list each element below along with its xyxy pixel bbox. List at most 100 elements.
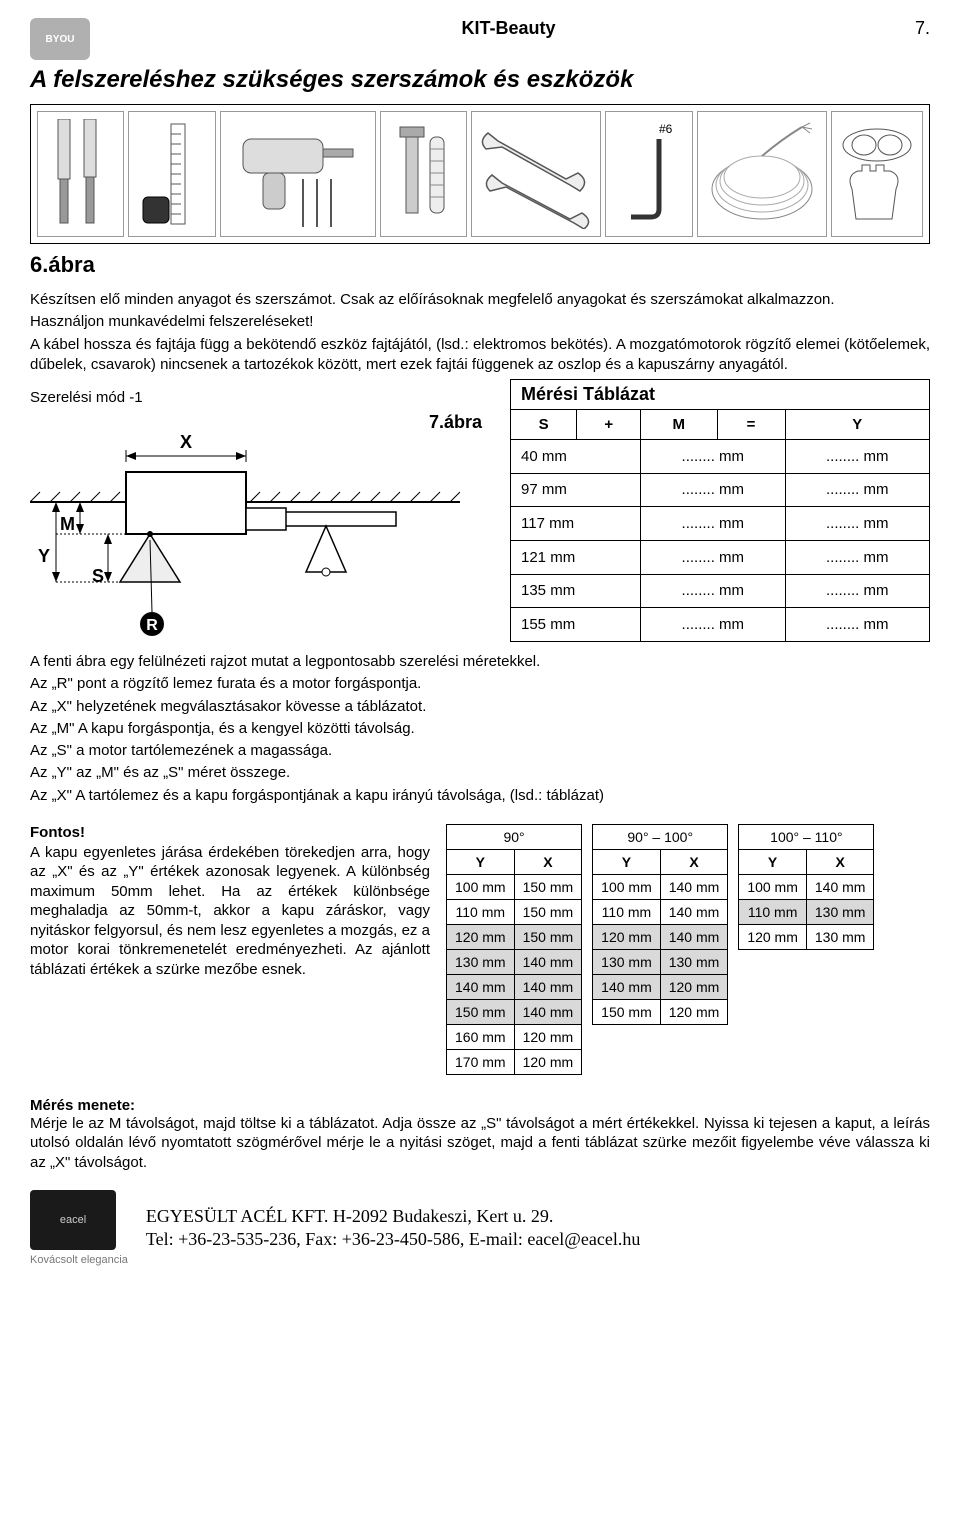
table-row: 100 mm150 mm (447, 874, 582, 899)
angle-table-title: 90° (446, 824, 582, 849)
table-row: 135 mm........ mm........ mm (511, 574, 930, 608)
table-row: 40 mm........ mm........ mm (511, 440, 930, 474)
important-text: A kapu egyenletes járása érdekében törek… (30, 843, 430, 980)
col-x: X (660, 849, 728, 874)
cell-x: 140 mm (660, 899, 728, 924)
expl-l3: Az „X" helyzetének megválasztásakor köve… (30, 697, 930, 717)
intro-line1: Készítsen elő minden anyagot és szerszám… (30, 290, 930, 310)
cell-m: ........ mm (641, 540, 785, 574)
cell-y: 110 mm (593, 899, 661, 924)
cell-x: 150 mm (514, 874, 582, 899)
table-row: 150 mm140 mm (447, 999, 582, 1024)
cell-y: 130 mm (447, 949, 515, 974)
tool-allenkey-icon: #6 (605, 111, 692, 237)
angle-table: YX100 mm140 mm110 mm140 mm120 mm140 mm13… (592, 849, 728, 1025)
table-row: 150 mm120 mm (593, 999, 728, 1024)
expl-l4: Az „M" A kapu forgáspontja, és a kengyel… (30, 719, 930, 739)
measure-proc-text: Mérje le az M távolságot, majd töltse ki… (30, 1114, 930, 1173)
cell-m: ........ mm (641, 440, 785, 474)
cell-y: 160 mm (447, 1024, 515, 1049)
angle-table-block: 100° – 110°YX100 mm140 mm110 mm130 mm120… (738, 824, 874, 1075)
cell-y: ........ mm (785, 473, 929, 507)
tool-goggles-gloves-icon (831, 111, 923, 237)
cell-x: 120 mm (514, 1049, 582, 1074)
cell-x: 140 mm (660, 924, 728, 949)
col-x: X (806, 849, 874, 874)
doc-title: KIT-Beauty (461, 18, 555, 39)
svg-text:X: X (180, 432, 192, 452)
brand-text: BYOU (46, 34, 75, 45)
cell-y: ........ mm (785, 440, 929, 474)
table-row: 100 mm140 mm (739, 874, 874, 899)
cell-x: 120 mm (660, 999, 728, 1024)
mount-mode-heading: Szerelési mód -1 (30, 389, 492, 406)
cell-y: 130 mm (593, 949, 661, 974)
svg-text:S: S (92, 566, 104, 586)
cell-y: 170 mm (447, 1049, 515, 1074)
cell-y: 150 mm (447, 999, 515, 1024)
tools-figure: #6 (30, 104, 930, 244)
meas-col-plus: + (577, 410, 641, 440)
col-y: Y (447, 849, 515, 874)
cell-x: 120 mm (660, 974, 728, 999)
cell-x: 130 mm (806, 924, 874, 949)
col-y: Y (593, 849, 661, 874)
angle-table: YX100 mm140 mm110 mm130 mm120 mm130 mm (738, 849, 874, 950)
figure6-label: 6.ábra (30, 252, 930, 278)
cell-x: 150 mm (514, 924, 582, 949)
cell-y: 110 mm (447, 899, 515, 924)
footer-tagline: Kovácsolt elegancia (30, 1254, 128, 1266)
table-row: 170 mm120 mm (447, 1049, 582, 1074)
cell-y: 100 mm (739, 874, 807, 899)
tool-drill-icon (220, 111, 376, 237)
cell-y: 120 mm (739, 924, 807, 949)
cell-x: 130 mm (660, 949, 728, 974)
meas-col-m: M (641, 410, 717, 440)
table-row: 120 mm130 mm (739, 924, 874, 949)
table-row: 121 mm........ mm........ mm (511, 540, 930, 574)
footer-logo: eacel (30, 1190, 116, 1250)
footer-addr2: Tel: +36-23-535-236, Fax: +36-23-450-586… (146, 1228, 640, 1251)
mount-diagram: R X M Y S (30, 412, 460, 642)
cell-x: 140 mm (514, 999, 582, 1024)
cell-y: ........ mm (785, 507, 929, 541)
intro-line2: Használjon munkavédelmi felszereléseket! (30, 312, 930, 332)
cell-x: 140 mm (514, 974, 582, 999)
tool-tape-ruler-icon (128, 111, 215, 237)
tool-allen-label: #6 (659, 122, 673, 136)
expl-l1: A fenti ábra egy felülnézeti rajzot muta… (30, 652, 930, 672)
cell-m: ........ mm (641, 507, 785, 541)
cell-y: 140 mm (447, 974, 515, 999)
meas-col-eq: = (717, 410, 785, 440)
diagram-explain: A fenti ábra egy felülnézeti rajzot muta… (30, 652, 930, 806)
table-row: 117 mm........ mm........ mm (511, 507, 930, 541)
table-row: 140 mm120 mm (593, 974, 728, 999)
cell-x: 140 mm (514, 949, 582, 974)
expl-l2: Az „R" pont a rögzítő lemez furata és a … (30, 674, 930, 694)
cell-y: 120 mm (447, 924, 515, 949)
brand-logo: BYOU (30, 18, 90, 60)
cell-y: 120 mm (593, 924, 661, 949)
meas-col-s: S (511, 410, 577, 440)
tool-screwdrivers-icon (37, 111, 124, 237)
tool-cable-icon (697, 111, 827, 237)
cell-s: 121 mm (511, 540, 641, 574)
footer-address: EGYESÜLT ACÉL KFT. H-2092 Budakeszi, Ker… (146, 1205, 640, 1252)
expl-l5: Az „S" a motor tartólemezének a magasság… (30, 741, 930, 761)
cell-y: 140 mm (593, 974, 661, 999)
angle-table-title: 100° – 110° (738, 824, 874, 849)
cell-x: 150 mm (514, 899, 582, 924)
cell-s: 40 mm (511, 440, 641, 474)
table-row: 140 mm140 mm (447, 974, 582, 999)
angle-table-block: 90°YX100 mm150 mm110 mm150 mm120 mm150 m… (446, 824, 582, 1075)
section-title: A felszereléshez szükséges szerszámok és… (30, 66, 930, 94)
intro-line3: A kábel hossza és fajtája függ a beköten… (30, 335, 930, 376)
cell-y: 150 mm (593, 999, 661, 1024)
cell-y: 110 mm (739, 899, 807, 924)
important-heading: Fontos! (30, 824, 430, 841)
table-row: 120 mm150 mm (447, 924, 582, 949)
cell-y: 100 mm (447, 874, 515, 899)
cell-s: 97 mm (511, 473, 641, 507)
cell-m: ........ mm (641, 608, 785, 642)
measure-proc-heading: Mérés menete: (30, 1097, 930, 1114)
